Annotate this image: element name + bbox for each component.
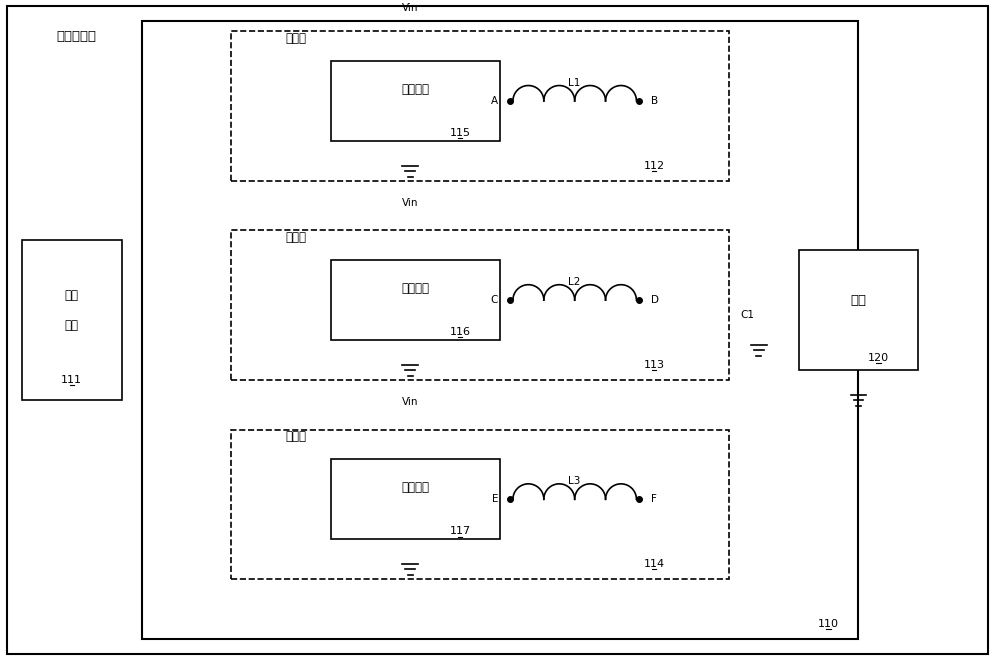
Bar — [331, 459, 500, 539]
Text: Vin: Vin — [402, 397, 419, 407]
Bar — [231, 230, 729, 380]
Text: C: C — [491, 295, 498, 305]
Text: D: D — [651, 295, 659, 305]
Text: 115: 115 — [450, 128, 471, 138]
Text: 第二开关: 第二开关 — [401, 282, 429, 294]
Text: 117: 117 — [450, 526, 471, 536]
Text: 电路: 电路 — [65, 319, 79, 331]
Text: 114: 114 — [644, 559, 665, 569]
Text: C1: C1 — [740, 310, 754, 320]
Text: L3: L3 — [568, 477, 581, 486]
Text: 112: 112 — [644, 160, 665, 171]
Text: 110: 110 — [818, 619, 839, 629]
Text: L2: L2 — [568, 277, 581, 287]
Text: 电压转换器: 电压转换器 — [57, 30, 97, 43]
Text: 负载: 负载 — [850, 294, 866, 307]
Text: Vin: Vin — [402, 3, 419, 13]
Bar — [231, 430, 729, 579]
Text: 第一开关: 第一开关 — [401, 82, 429, 96]
Text: 120: 120 — [868, 353, 889, 363]
Text: 控制: 控制 — [65, 288, 79, 302]
Text: Vin: Vin — [402, 197, 419, 207]
Bar — [799, 250, 918, 370]
Text: 第二相: 第二相 — [286, 231, 307, 244]
Bar — [22, 240, 122, 400]
Text: 第一相: 第一相 — [286, 32, 307, 45]
Text: 113: 113 — [644, 360, 665, 370]
Bar — [231, 31, 729, 181]
Text: B: B — [651, 96, 658, 106]
Text: 第三相: 第三相 — [286, 430, 307, 443]
Text: 116: 116 — [450, 327, 471, 337]
Text: 111: 111 — [61, 375, 82, 385]
Bar — [331, 260, 500, 340]
Text: L1: L1 — [568, 78, 581, 88]
Bar — [331, 61, 500, 141]
Text: 第三开关: 第三开关 — [401, 481, 429, 494]
Text: A: A — [491, 96, 498, 106]
Bar — [142, 21, 858, 639]
Text: E: E — [492, 494, 498, 504]
Text: F: F — [651, 494, 657, 504]
